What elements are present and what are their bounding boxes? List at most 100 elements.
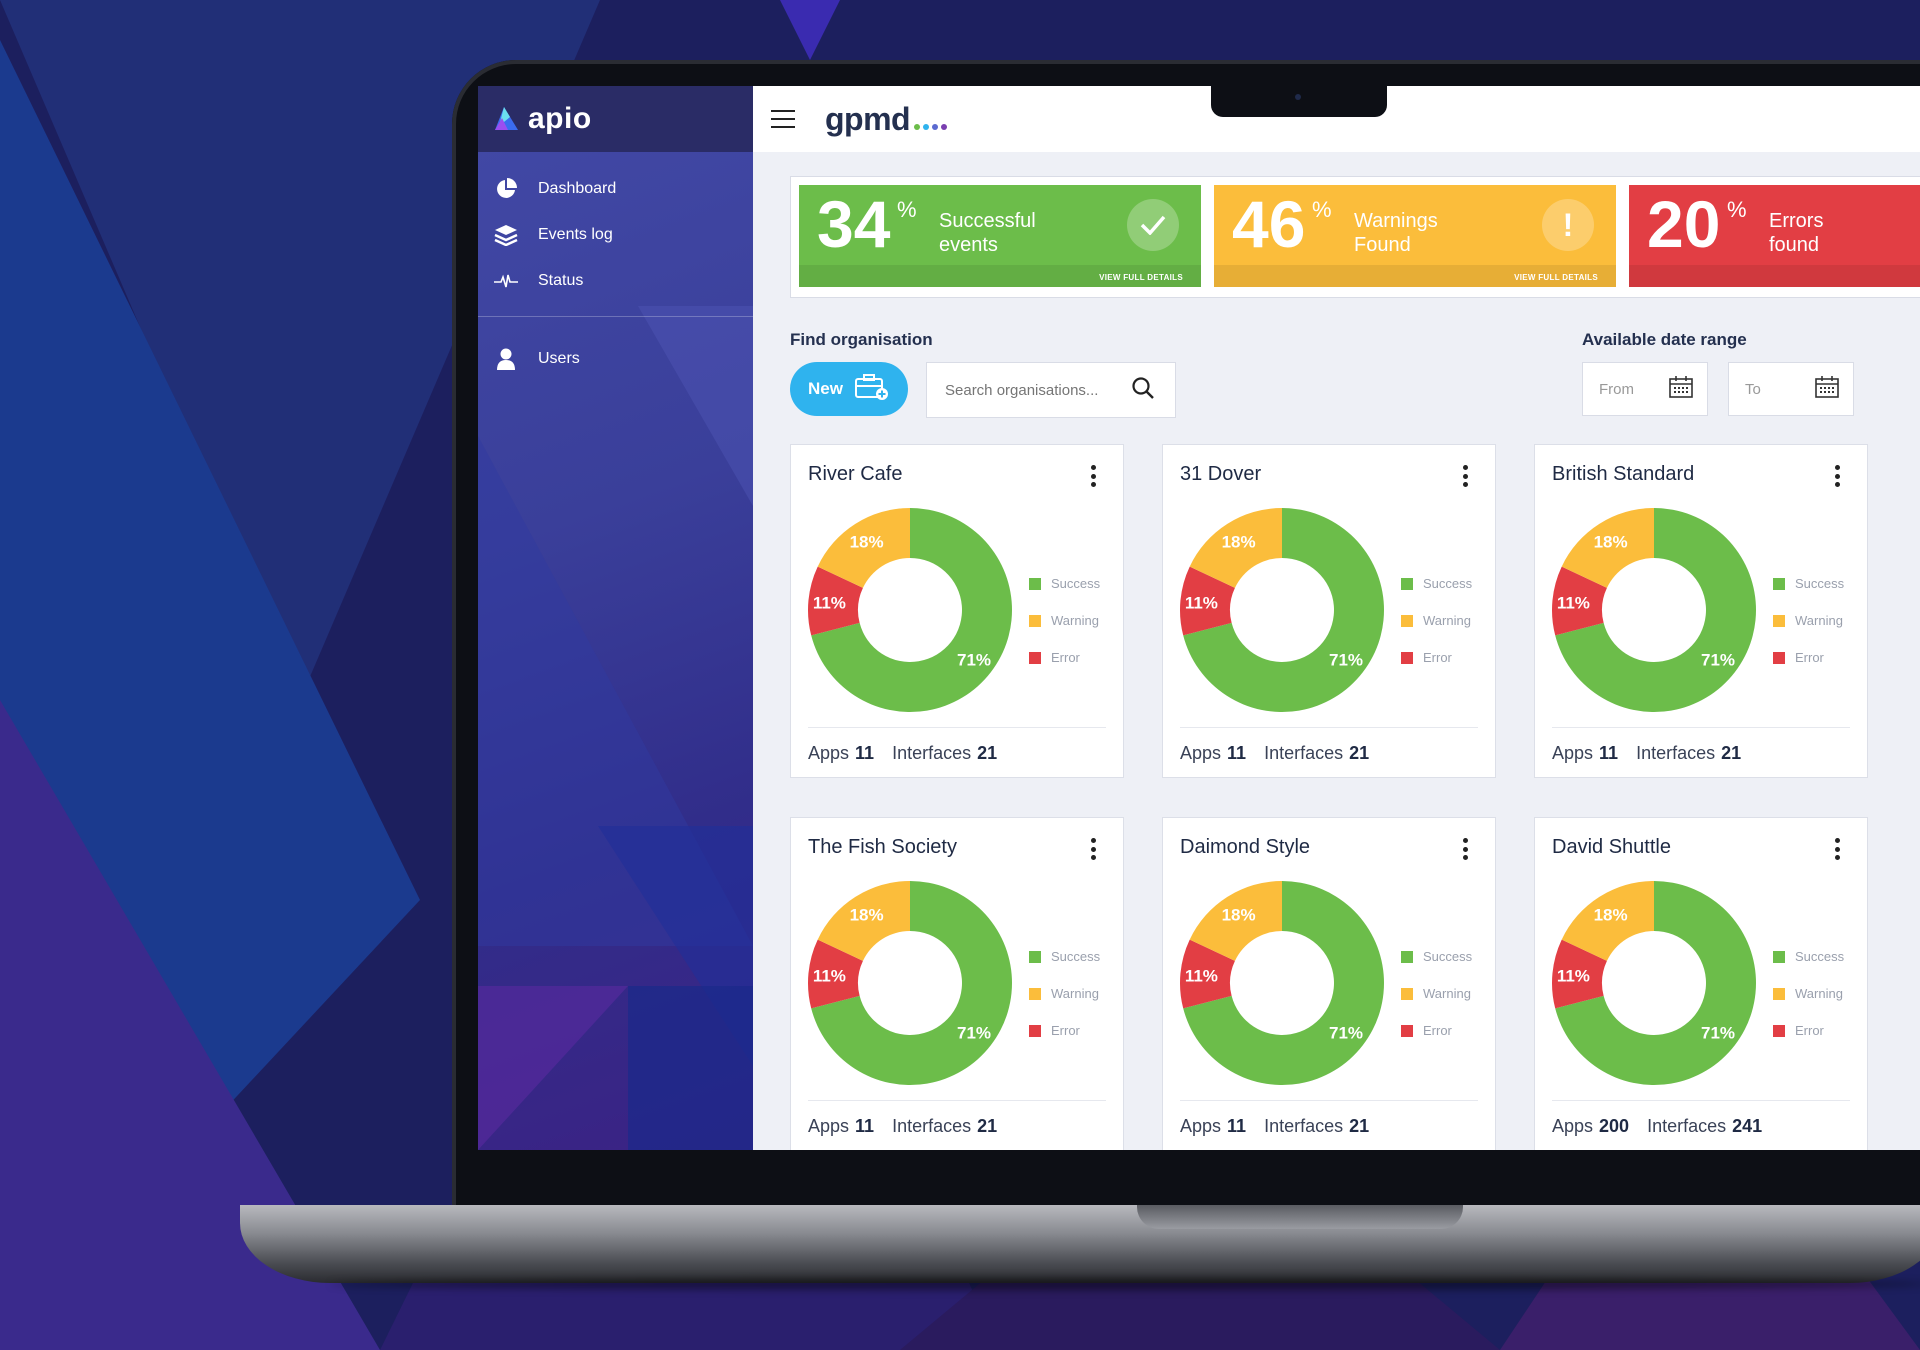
search-icon[interactable] [1131, 376, 1155, 405]
sidebar-header: apio [478, 86, 753, 152]
apps-count: 11 [1599, 743, 1619, 763]
brand-text: gpmd [825, 100, 911, 137]
sidebar-item-status[interactable]: Status [478, 258, 753, 304]
legend-item-success: Success [1773, 938, 1844, 975]
interfaces-count: 241 [1732, 1116, 1763, 1136]
donut-label-warning: 18% [850, 533, 884, 552]
status-donut-chart: 71% 11% 18% [808, 881, 1012, 1085]
donut-label-success: 71% [1701, 651, 1735, 670]
legend-swatch [1773, 950, 1785, 963]
more-options-icon[interactable] [1463, 465, 1469, 487]
legend-swatch [1773, 987, 1785, 1000]
legend-swatch [1401, 1024, 1413, 1037]
legend-swatch [1401, 614, 1413, 627]
legend-item-error: Error [1029, 1012, 1100, 1049]
chart-legend: Success Warning Error [1773, 565, 1844, 676]
organisation-card[interactable]: Daimond Style 71% 11% 18% Success Warning Erro… [1162, 817, 1496, 1150]
legend-swatch [1401, 950, 1413, 963]
date-to-field[interactable]: To [1728, 362, 1854, 416]
sidebar-nav: Dashboard Events log Status [478, 166, 753, 304]
donut-label-error: 11% [1185, 966, 1218, 985]
donut-label-error: 11% [1557, 966, 1590, 985]
chart-legend: Success Warning Error [1029, 565, 1100, 676]
status-donut-chart: 71% 11% 18% [1180, 508, 1384, 712]
legend-label: Warning [1423, 986, 1471, 1001]
donut-slice-success [811, 881, 1012, 1085]
sidebar-item-events-log[interactable]: Events log [478, 212, 753, 258]
legend-label: Error [1795, 650, 1824, 665]
sidebar-item-users[interactable]: Users [478, 336, 753, 382]
status-donut-chart: 71% 11% 18% [1552, 881, 1756, 1085]
organisation-card[interactable]: 31 Dover 71% 11% 18% Success Warning Error Apps… [1162, 444, 1496, 778]
card-footer: Apps 11 Interfaces 21 [808, 743, 1015, 764]
stat-card-warning: 46 % Warnings Found ! VIEW FULL DETAILS [1214, 185, 1616, 287]
interfaces-count: 21 [977, 743, 998, 763]
legend-label: Success [1795, 576, 1845, 591]
interfaces-label: Interfaces [1636, 743, 1716, 763]
stat-footer [799, 265, 1201, 287]
donut-slice-warning [817, 508, 910, 588]
donut-slice-success [1183, 508, 1384, 712]
interfaces-label: Interfaces [1647, 1116, 1727, 1136]
donut-label-success: 71% [1329, 1024, 1363, 1043]
organisation-search [926, 362, 1176, 418]
interfaces-label: Interfaces [1264, 743, 1344, 763]
alert-circle-icon: ! [1542, 199, 1594, 251]
date-range-label: Available date range [1582, 330, 1747, 349]
organisation-card[interactable]: The Fish Society 71% 11% 18% Success Warning E… [790, 817, 1124, 1150]
sidebar-item-dashboard[interactable]: Dashboard [478, 166, 753, 212]
donut-slice-success [1555, 508, 1756, 712]
briefcase-add-icon [854, 373, 889, 406]
apio-logo[interactable]: apio [492, 102, 592, 136]
card-footer: Apps 11 Interfaces 21 [1180, 1116, 1387, 1137]
more-options-icon[interactable] [1835, 465, 1841, 487]
donut-slice-warning [817, 881, 910, 961]
sidebar-decoration [478, 306, 753, 1150]
card-divider [1180, 727, 1478, 728]
apps-label: Apps [1180, 1116, 1222, 1136]
donut-slice-error [808, 939, 863, 1009]
donut-label-success: 71% [1329, 651, 1363, 670]
search-input[interactable] [943, 380, 1127, 400]
new-organisation-button[interactable]: New [790, 362, 908, 416]
summary-stats: 34 % Successful events VIEW FULL DETAILS … [790, 176, 1920, 298]
legend-swatch [1773, 614, 1785, 627]
donut-slice-warning [1189, 881, 1282, 961]
legend-item-success: Success [1773, 565, 1844, 602]
legend-label: Error [1423, 1023, 1452, 1038]
legend-swatch [1401, 651, 1413, 664]
status-donut-chart: 71% 11% 18% [808, 508, 1012, 712]
card-divider [1552, 1100, 1850, 1101]
stat-unit: % [1312, 197, 1332, 222]
legend-label: Warning [1795, 613, 1843, 628]
legend-item-error: Error [1773, 1012, 1844, 1049]
donut-label-warning: 18% [1594, 906, 1628, 925]
legend-label: Warning [1051, 986, 1099, 1001]
legend-swatch [1029, 950, 1041, 963]
organisation-card[interactable]: British Standard 71% 11% 18% Success Warning E… [1534, 444, 1868, 778]
more-options-icon[interactable] [1091, 465, 1097, 487]
organisation-card[interactable]: David Shuttle 71% 11% 18% Success Warning Erro… [1534, 817, 1868, 1150]
stat-footer [1214, 265, 1616, 287]
more-options-icon[interactable] [1835, 838, 1841, 860]
legend-swatch [1029, 577, 1041, 590]
legend-item-success: Success [1029, 565, 1100, 602]
sidebar-item-label: Users [538, 350, 580, 367]
sidebar: apio Dashboard Events log Status [478, 86, 753, 1150]
donut-label-error: 11% [1557, 593, 1590, 612]
apps-label: Apps [1180, 743, 1222, 763]
organisation-card[interactable]: River Cafe 71% 11% 18% Success Warning Error Ap… [790, 444, 1124, 778]
donut-label-error: 11% [813, 593, 846, 612]
view-details-link[interactable]: VIEW FULL DETAILS [1099, 273, 1183, 282]
legend-label: Error [1051, 650, 1080, 665]
more-options-icon[interactable] [1091, 838, 1097, 860]
view-details-link[interactable]: VIEW FULL DETAILS [1514, 273, 1598, 282]
find-organisation-label: Find organisation [790, 330, 933, 349]
legend-item-warning: Warning [1773, 602, 1844, 639]
legend-label: Warning [1795, 986, 1843, 1001]
more-options-icon[interactable] [1463, 838, 1469, 860]
menu-icon[interactable] [771, 110, 795, 128]
laptop-opening-notch [1137, 1205, 1463, 1229]
legend-swatch [1029, 651, 1041, 664]
date-from-field[interactable]: From [1582, 362, 1708, 416]
